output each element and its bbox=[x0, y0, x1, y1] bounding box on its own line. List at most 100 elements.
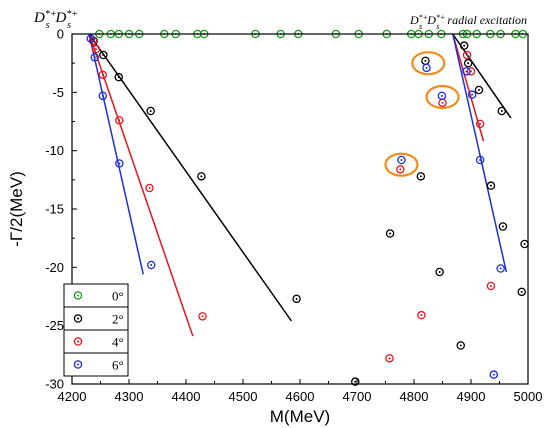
y-tick-label: -20 bbox=[45, 260, 64, 275]
annotation-left-sup2: *+ bbox=[66, 9, 78, 20]
data-point bbox=[115, 116, 124, 125]
data-point-ring bbox=[486, 281, 496, 291]
data-point-dot bbox=[438, 271, 441, 273]
data-point-dot bbox=[499, 267, 502, 270]
data-point bbox=[198, 312, 207, 321]
data-point bbox=[98, 70, 108, 80]
data-point-ring bbox=[397, 155, 406, 165]
data-point-ring bbox=[115, 159, 124, 168]
data-point-ring bbox=[475, 119, 485, 129]
data-point-dot bbox=[440, 94, 443, 97]
data-point bbox=[437, 91, 447, 101]
x-axis-label: M(MeV) bbox=[270, 407, 330, 426]
data-point bbox=[351, 377, 360, 386]
data-point-ring bbox=[498, 222, 508, 231]
data-point-ring bbox=[416, 172, 426, 181]
data-point bbox=[115, 159, 124, 168]
data-point bbox=[486, 281, 496, 291]
data-point-ring bbox=[385, 354, 394, 363]
legend-label: 6° bbox=[112, 358, 124, 373]
data-point-ring bbox=[462, 67, 471, 76]
data-point-ring bbox=[86, 34, 96, 43]
annotation-left-base2: D bbox=[55, 10, 67, 26]
legend: 0° 2° 4° 6° bbox=[63, 283, 129, 377]
data-point bbox=[435, 267, 444, 277]
data-point-dot bbox=[419, 175, 422, 178]
data-point-dot bbox=[149, 110, 152, 112]
data-point-dot bbox=[479, 122, 482, 125]
fit-lines-layer bbox=[88, 33, 512, 337]
data-point-dot bbox=[500, 110, 503, 112]
data-point bbox=[422, 63, 431, 73]
data-point-ring bbox=[437, 91, 447, 101]
data-point bbox=[459, 41, 469, 50]
legend-marker bbox=[73, 291, 83, 300]
data-point-dot bbox=[102, 54, 105, 56]
data-point-ring bbox=[496, 264, 505, 273]
annotation-right-sub2: s bbox=[436, 22, 439, 31]
y-axis-label: -Γ/2(MeV) bbox=[7, 171, 26, 246]
data-point-ring bbox=[396, 165, 405, 174]
data-point-dot bbox=[489, 184, 492, 187]
data-point bbox=[463, 58, 473, 68]
x-tick-label: 4300 bbox=[115, 389, 144, 404]
annotation-left: D*+ s D*+ s bbox=[33, 9, 78, 31]
fit-line bbox=[88, 33, 194, 337]
annotation-left-sup1: *+ bbox=[45, 9, 57, 20]
data-point-dot bbox=[93, 56, 96, 59]
annotation-right-sup2: *+ bbox=[436, 13, 445, 22]
data-point-dot bbox=[520, 290, 523, 293]
annotation-right-base1: D bbox=[409, 13, 419, 27]
data-point-ring bbox=[90, 53, 100, 62]
data-point-dot bbox=[492, 373, 495, 376]
data-point-ring bbox=[385, 229, 395, 238]
data-point-ring bbox=[417, 310, 426, 320]
data-point-dot bbox=[201, 315, 204, 318]
data-point-ring bbox=[351, 377, 360, 386]
y-tick-label: -5 bbox=[52, 85, 64, 100]
data-point bbox=[498, 222, 508, 231]
data-point-ring bbox=[463, 58, 473, 68]
data-point-ring bbox=[146, 260, 156, 270]
legend-label: 4° bbox=[112, 335, 124, 350]
highlight-ellipse bbox=[384, 152, 419, 177]
highlight-ellipse bbox=[411, 51, 446, 76]
data-point-ring bbox=[422, 63, 431, 73]
data-point-dot bbox=[477, 89, 480, 91]
highlight-ellipse bbox=[425, 84, 460, 110]
data-point-dot bbox=[441, 101, 444, 104]
data-point-ring bbox=[292, 294, 301, 304]
data-point-dot bbox=[463, 44, 466, 47]
data-point-dot bbox=[424, 59, 427, 62]
data-point-ring bbox=[456, 341, 465, 350]
data-point bbox=[438, 98, 447, 108]
data-point bbox=[416, 172, 426, 181]
points-layer bbox=[86, 29, 529, 386]
data-point-dot bbox=[118, 119, 121, 122]
legend-marker-dot bbox=[77, 340, 79, 343]
data-point bbox=[421, 56, 430, 66]
data-point bbox=[496, 264, 505, 273]
data-point-dot bbox=[354, 380, 357, 383]
fit-line bbox=[88, 33, 144, 275]
annotation-right-base2: D bbox=[426, 13, 436, 27]
data-point bbox=[520, 239, 529, 249]
data-point bbox=[98, 91, 108, 101]
data-point-dot bbox=[118, 162, 121, 165]
data-point bbox=[462, 50, 472, 60]
data-point-ring bbox=[474, 85, 484, 95]
data-point-ring bbox=[486, 181, 496, 190]
data-point-ring bbox=[467, 90, 477, 99]
data-point-dot bbox=[101, 73, 104, 76]
data-point-ring bbox=[88, 36, 98, 46]
data-point-dot bbox=[425, 66, 428, 69]
data-point-dot bbox=[479, 159, 482, 161]
data-point-dot bbox=[489, 285, 492, 287]
data-point-ring bbox=[197, 172, 206, 181]
y-tick-label: -10 bbox=[45, 143, 64, 158]
legend-marker bbox=[73, 360, 83, 369]
annotation-right-sup1: *+ bbox=[419, 13, 428, 22]
data-point bbox=[146, 260, 156, 270]
legend-marker bbox=[73, 337, 83, 346]
data-point bbox=[475, 155, 485, 165]
